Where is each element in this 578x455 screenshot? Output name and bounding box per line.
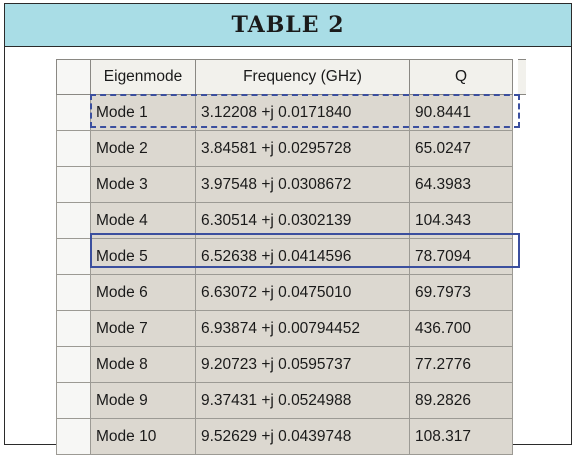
table-title: TABLE 2 <box>231 12 345 38</box>
eigenmode-grid: Eigenmode Frequency (GHz) Q Mode 1 3.122… <box>56 59 513 455</box>
column-header-eigenmode[interactable]: Eigenmode <box>90 59 196 95</box>
q-cell[interactable]: 108.317 <box>409 418 513 455</box>
frequency-cell[interactable]: 9.52629 +j 0.0439748 <box>195 418 410 455</box>
frequency-cell[interactable]: 3.84581 +j 0.0295728 <box>195 130 410 167</box>
table-row[interactable]: Mode 2 3.84581 +j 0.0295728 65.0247 <box>56 130 513 167</box>
mode-cell[interactable]: Mode 9 <box>90 382 196 419</box>
mode-cell[interactable]: Mode 8 <box>90 346 196 383</box>
mode-cell[interactable]: Mode 1 <box>90 94 196 131</box>
row-selector[interactable] <box>56 418 91 455</box>
table-row[interactable]: Mode 6 6.63072 +j 0.0475010 69.7973 <box>56 274 513 311</box>
q-cell[interactable]: 69.7973 <box>409 274 513 311</box>
mode-cell[interactable]: Mode 5 <box>90 238 196 275</box>
mode-cell[interactable]: Mode 2 <box>90 130 196 167</box>
q-cell[interactable]: 78.7094 <box>409 238 513 275</box>
column-header-q[interactable]: Q <box>409 59 513 95</box>
row-selector[interactable] <box>56 310 91 347</box>
mode-cell[interactable]: Mode 6 <box>90 274 196 311</box>
row-selector[interactable] <box>56 202 91 239</box>
column-header-frequency[interactable]: Frequency (GHz) <box>195 59 410 95</box>
frequency-cell[interactable]: 3.97548 +j 0.0308672 <box>195 166 410 203</box>
frequency-cell[interactable]: 6.63072 +j 0.0475010 <box>195 274 410 311</box>
table-row[interactable]: Mode 8 9.20723 +j 0.0595737 77.2776 <box>56 346 513 383</box>
corner-header-cell[interactable] <box>56 59 91 95</box>
table-row[interactable]: Mode 9 9.37431 +j 0.0524988 89.2826 <box>56 382 513 419</box>
frequency-cell[interactable]: 6.52638 +j 0.0414596 <box>195 238 410 275</box>
table-figure: TABLE 2 Eigenmode Frequency (GHz) Q Mode… <box>4 3 572 455</box>
q-cell[interactable]: 436.700 <box>409 310 513 347</box>
title-bar: TABLE 2 <box>5 4 571 47</box>
row-selector[interactable] <box>56 346 91 383</box>
table-row[interactable]: Mode 5 6.52638 +j 0.0414596 78.7094 <box>56 238 513 275</box>
table-row[interactable]: Mode 10 9.52629 +j 0.0439748 108.317 <box>56 418 513 455</box>
row-selector[interactable] <box>56 238 91 275</box>
frequency-cell[interactable]: 3.12208 +j 0.0171840 <box>195 94 410 131</box>
q-cell[interactable]: 90.8441 <box>409 94 513 131</box>
frequency-cell[interactable]: 6.93874 +j 0.00794452 <box>195 310 410 347</box>
row-selector[interactable] <box>56 94 91 131</box>
frequency-cell[interactable]: 6.30514 +j 0.0302139 <box>195 202 410 239</box>
table-row[interactable]: Mode 3 3.97548 +j 0.0308672 64.3983 <box>56 166 513 203</box>
q-cell[interactable]: 77.2776 <box>409 346 513 383</box>
q-cell[interactable]: 65.0247 <box>409 130 513 167</box>
header-row: Eigenmode Frequency (GHz) Q <box>56 59 513 95</box>
q-cell[interactable]: 104.343 <box>409 202 513 239</box>
mode-cell[interactable]: Mode 4 <box>90 202 196 239</box>
row-selector[interactable] <box>56 130 91 167</box>
row-selector[interactable] <box>56 382 91 419</box>
q-cell[interactable]: 64.3983 <box>409 166 513 203</box>
frequency-cell[interactable]: 9.37431 +j 0.0524988 <box>195 382 410 419</box>
mode-cell[interactable]: Mode 10 <box>90 418 196 455</box>
q-cell[interactable]: 89.2826 <box>409 382 513 419</box>
mode-cell[interactable]: Mode 7 <box>90 310 196 347</box>
row-selector[interactable] <box>56 274 91 311</box>
header-overflow-strip <box>518 59 526 95</box>
mode-cell[interactable]: Mode 3 <box>90 166 196 203</box>
table-row[interactable]: Mode 4 6.30514 +j 0.0302139 104.343 <box>56 202 513 239</box>
frequency-cell[interactable]: 9.20723 +j 0.0595737 <box>195 346 410 383</box>
table-row[interactable]: Mode 7 6.93874 +j 0.00794452 436.700 <box>56 310 513 347</box>
table-row[interactable]: Mode 1 3.12208 +j 0.0171840 90.8441 <box>56 94 513 131</box>
row-selector[interactable] <box>56 166 91 203</box>
